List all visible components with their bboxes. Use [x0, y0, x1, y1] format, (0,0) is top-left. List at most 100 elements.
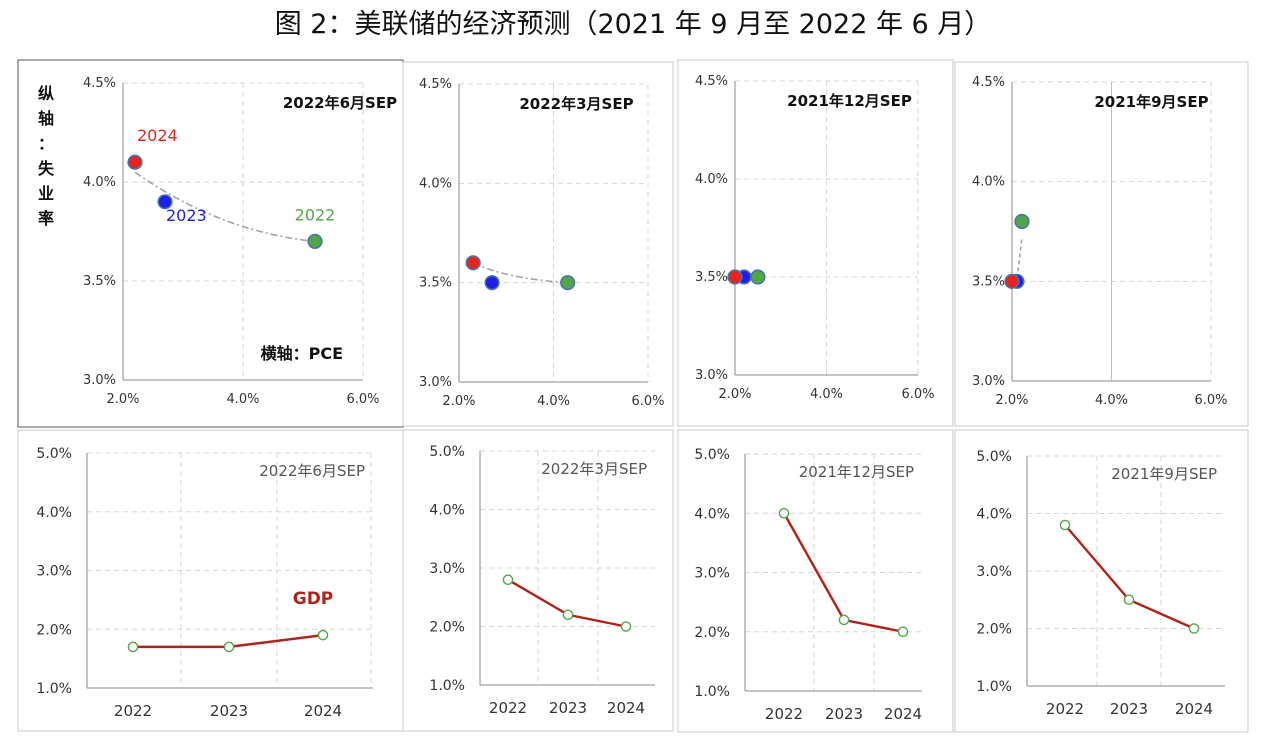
y-tick-label: 4.0%: [419, 176, 452, 191]
panel-frame: [677, 429, 954, 733]
y-tick-label: 5.0%: [976, 449, 1012, 465]
gdp-panel-4: 1.0% 2.0% 3.0% 4.0% 5.0% 2022 2023 2024 2021年9月S…: [954, 429, 1249, 733]
panel-title: 2021年9月SEP: [1094, 93, 1208, 111]
y-tick-label: 2.0%: [36, 622, 72, 638]
x-tick-label: 6.0%: [1194, 393, 1227, 408]
gdp-point-2022: [1059, 519, 1071, 531]
x-tick-label: 2024: [304, 702, 342, 720]
data-point-2023: [484, 275, 500, 291]
gdp-point-2022: [127, 641, 139, 653]
x-tick-label: 4.0%: [226, 392, 259, 407]
y-tick-label: 4.5%: [695, 74, 728, 89]
y-tick-label: 1.0%: [429, 678, 465, 694]
trend-line: [134, 171, 316, 243]
y-tick-label: 2.0%: [694, 625, 730, 641]
data-point-2024: [127, 154, 143, 170]
y-tick-label: 3.5%: [419, 276, 452, 291]
panel-title: 2021年9月SEP: [1111, 465, 1217, 483]
y-tick-label: 3.0%: [695, 368, 728, 383]
y-axis-label-char: 率: [38, 209, 54, 228]
x-tick-label: 2024: [884, 705, 922, 723]
panel-title: 2022年6月SEP: [283, 94, 397, 112]
panel-title: 2022年3月SEP: [519, 95, 633, 113]
y-tick-label: 4.0%: [976, 507, 1012, 523]
panel-frame: [17, 59, 404, 428]
x-tick-label: 2023: [549, 699, 587, 717]
panel-title: 2021年12月SEP: [787, 92, 912, 110]
panel-title: 2022年6月SEP: [259, 462, 365, 480]
data-point-2022: [307, 233, 323, 249]
x-tick-label: 2022: [765, 705, 803, 723]
gdp-point-2024: [897, 626, 909, 638]
y-tick-label: 4.0%: [429, 503, 465, 519]
panel-frame: [954, 429, 1249, 733]
y-tick-label: 5.0%: [36, 446, 72, 462]
y-axis-label-char: 纵: [38, 84, 54, 103]
y-tick-label: 4.0%: [36, 505, 72, 521]
y-tick-label: 1.0%: [976, 679, 1012, 695]
gdp-point-2024: [317, 629, 329, 641]
y-axis-label-char: 失: [38, 159, 55, 178]
y-tick-label: 3.0%: [976, 564, 1012, 580]
scatter-panel-2: 3.0% 3.5% 4.0% 4.5% 2.0% 4.0% 6.0% 2022年3月SEP: [402, 61, 674, 427]
x-tick-label: 2023: [1110, 700, 1148, 718]
gdp-point-2024: [1188, 623, 1200, 634]
gdp-point-2024: [620, 621, 632, 632]
x-tick-label: 2022: [489, 699, 527, 717]
x-tick-label: 6.0%: [901, 387, 934, 402]
x-tick-label: 4.0%: [537, 394, 570, 409]
y-tick-label: 1.0%: [694, 684, 730, 700]
gdp-panel-3: 1.0% 2.0% 3.0% 4.0% 5.0% 2022 2023 2024 2021年12月…: [677, 429, 954, 733]
x-tick-label: 6.0%: [346, 392, 379, 407]
y-tick-label: 3.0%: [36, 564, 72, 580]
figure-title: 图 2：美联储的经济预测（2021 年 9 月至 2022 年 6 月）: [274, 9, 992, 40]
gdp-point-2023: [1123, 594, 1135, 606]
y-tick-label: 3.5%: [83, 274, 116, 289]
panel-title: 2022年3月SEP: [541, 460, 647, 478]
y-tick-label: 3.5%: [972, 274, 1005, 289]
data-point-2024: [1004, 273, 1020, 289]
y-tick-label: 3.0%: [83, 373, 116, 388]
y-tick-label: 3.5%: [695, 270, 728, 285]
x-tick-label: 2.0%: [106, 392, 139, 407]
scatter-panel-3: 3.0% 3.5% 4.0% 4.5% 2.0% 4.0% 6.0% 2021年12月SEP: [677, 59, 954, 427]
data-point-2023: [157, 194, 173, 210]
y-tick-label: 4.0%: [83, 175, 116, 190]
y-tick-label: 3.0%: [419, 375, 452, 390]
panel-frame: [17, 429, 404, 732]
data-point-2022: [1014, 213, 1030, 230]
y-tick-label: 4.5%: [419, 77, 452, 92]
gdp-panel-1: 1.0% 2.0% 3.0% 4.0% 5.0% 2022 2023 2024 2022年6月S…: [17, 429, 404, 732]
y-axis-label-char: ：: [38, 134, 54, 153]
y-tick-label: 5.0%: [694, 447, 730, 463]
scatter-panel-1: 3.0% 3.5% 4.0% 4.5% 2.0% 4.0% 6.0% 2022年6月SEP 20…: [17, 59, 404, 428]
y-tick-label: 3.0%: [429, 561, 465, 577]
gdp-point-2022: [778, 507, 790, 519]
x-tick-label: 2023: [210, 702, 248, 720]
x-tick-label: 2024: [607, 699, 645, 717]
x-tick-label: 2024: [1175, 700, 1213, 718]
gdp-point-2023: [838, 614, 850, 626]
gdp-point-2023: [562, 609, 574, 621]
y-tick-label: 4.0%: [695, 172, 728, 187]
x-tick-label: 2022: [1046, 700, 1084, 718]
y-axis-label-char: 业: [38, 184, 54, 203]
data-point-2024: [727, 269, 743, 285]
panel-frame: [954, 61, 1249, 427]
scatter-panel-4: 3.0% 3.5% 4.0% 4.5% 2.0% 4.0% 6.0% 2021年9月SEP: [954, 61, 1249, 427]
y-tick-label: 4.0%: [972, 175, 1005, 190]
x-tick-label: 2.0%: [995, 393, 1028, 408]
gdp-point-2023: [223, 641, 235, 653]
x-tick-label: 4.0%: [1095, 393, 1128, 408]
y-tick-label: 2.0%: [429, 620, 465, 636]
point-label-2024: 2024: [137, 126, 178, 145]
y-axis-label-char: 轴: [38, 109, 54, 128]
y-tick-label: 4.5%: [972, 75, 1005, 90]
panel-frame: [402, 61, 674, 427]
panel-frame: [677, 59, 954, 427]
data-point-2024: [465, 255, 481, 271]
y-tick-label: 2.0%: [976, 622, 1012, 638]
y-tick-label: 4.0%: [694, 506, 730, 522]
x-tick-label: 6.0%: [631, 394, 664, 409]
